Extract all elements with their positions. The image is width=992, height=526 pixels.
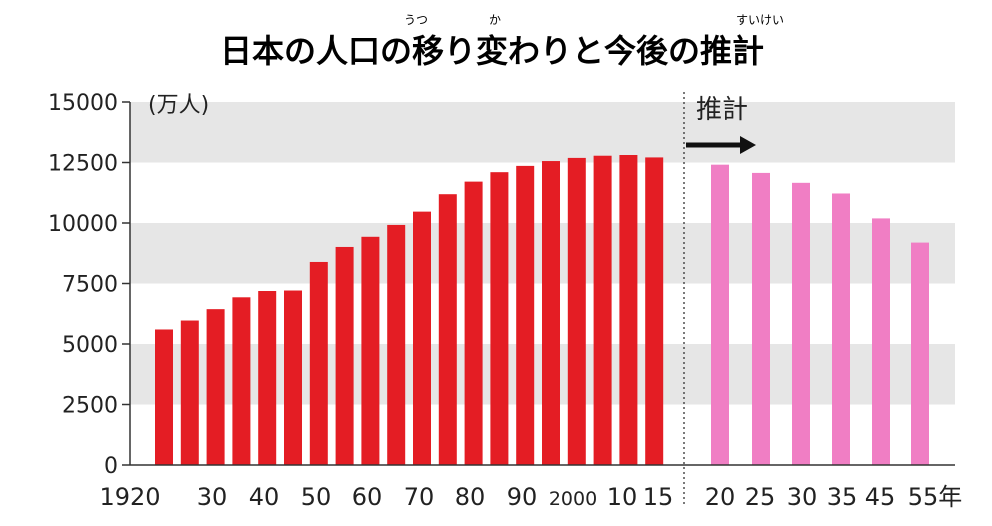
bar-actual-2000 <box>567 157 586 466</box>
ruby-utsu: うつ <box>404 13 428 27</box>
x-tick-label: 15 <box>643 483 674 511</box>
bar-projection-2030 <box>792 182 810 465</box>
y-tick-label: 0 <box>104 454 118 479</box>
bar-actual-2005 <box>593 155 612 465</box>
bar-actual-1930 <box>206 309 225 465</box>
projection-label: 推計 <box>696 95 748 125</box>
bar-actual-1950 <box>309 261 328 465</box>
bar-projection-2055 <box>911 242 929 465</box>
chart-title: 日本の人口の移り変わりと今後の推計 <box>220 32 764 70</box>
bar-actual-2010 <box>619 154 638 466</box>
x-tick-label: 50 <box>301 483 332 511</box>
grid-band <box>130 102 955 163</box>
x-tick-label: 90 <box>507 483 538 511</box>
x-ticks: 1920 30 40 50 60 70 80 90 2000 10 15 20 25 30 35 45 55年 <box>99 483 962 511</box>
ruby-ka: か <box>489 13 501 27</box>
x-tick-label: 60 <box>352 483 383 511</box>
x-tick-label: 30 <box>787 483 818 511</box>
x-tick-label: 30 <box>197 483 228 511</box>
x-tick-label: 20 <box>705 483 736 511</box>
y-ticks: 0 2500 5000 7500 10000 12500 15000 <box>48 91 130 479</box>
bar-projection-2025 <box>752 172 770 465</box>
bar-actual-1960 <box>361 236 380 465</box>
x-tick-label: 55年 <box>908 483 963 511</box>
bar-actual-1935 <box>232 297 251 465</box>
x-tick-label: 45 <box>865 483 896 511</box>
bars <box>155 154 929 466</box>
bar-actual-1975 <box>438 194 457 465</box>
bar-actual-1995 <box>542 161 560 465</box>
bar-actual-1970 <box>413 211 431 465</box>
y-tick-label: 5000 <box>62 333 118 358</box>
x-tick-label: 1920 <box>99 483 160 511</box>
bar-actual-2015 <box>645 157 664 465</box>
x-tick-label: 70 <box>404 483 435 511</box>
x-tick-label: 10 <box>607 483 638 511</box>
bar-actual-1940 <box>258 291 277 465</box>
x-tick-label: 80 <box>455 483 486 511</box>
bar-projection-2020 <box>711 164 729 466</box>
y-tick-label: 15000 <box>48 91 118 116</box>
bar-actual-1990 <box>516 165 535 465</box>
y-tick-label: 7500 <box>62 273 118 298</box>
ruby-suikei: すいけい <box>736 13 784 27</box>
bar-actual-1980 <box>464 181 483 466</box>
x-tick-label: 25 <box>745 483 776 511</box>
y-tick-label: 10000 <box>48 212 118 237</box>
y-tick-label: 2500 <box>62 394 118 419</box>
bar-actual-1945 <box>284 290 302 465</box>
x-tick-label: 35 <box>827 483 858 511</box>
bar-actual-1920 <box>155 329 173 465</box>
x-tick-label: 40 <box>249 483 280 511</box>
bar-actual-1925 <box>180 320 199 465</box>
x-tick-label: 2000 <box>549 488 597 510</box>
y-tick-label: 12500 <box>48 152 118 177</box>
y-axis-unit: (万人) <box>148 93 209 118</box>
bar-projection-2045 <box>872 218 890 465</box>
bar-actual-1965 <box>387 224 406 465</box>
bar-actual-1955 <box>335 246 354 465</box>
bar-projection-2035 <box>832 193 850 465</box>
bar-actual-1985 <box>490 172 509 465</box>
projection-arrow-icon <box>686 136 756 154</box>
